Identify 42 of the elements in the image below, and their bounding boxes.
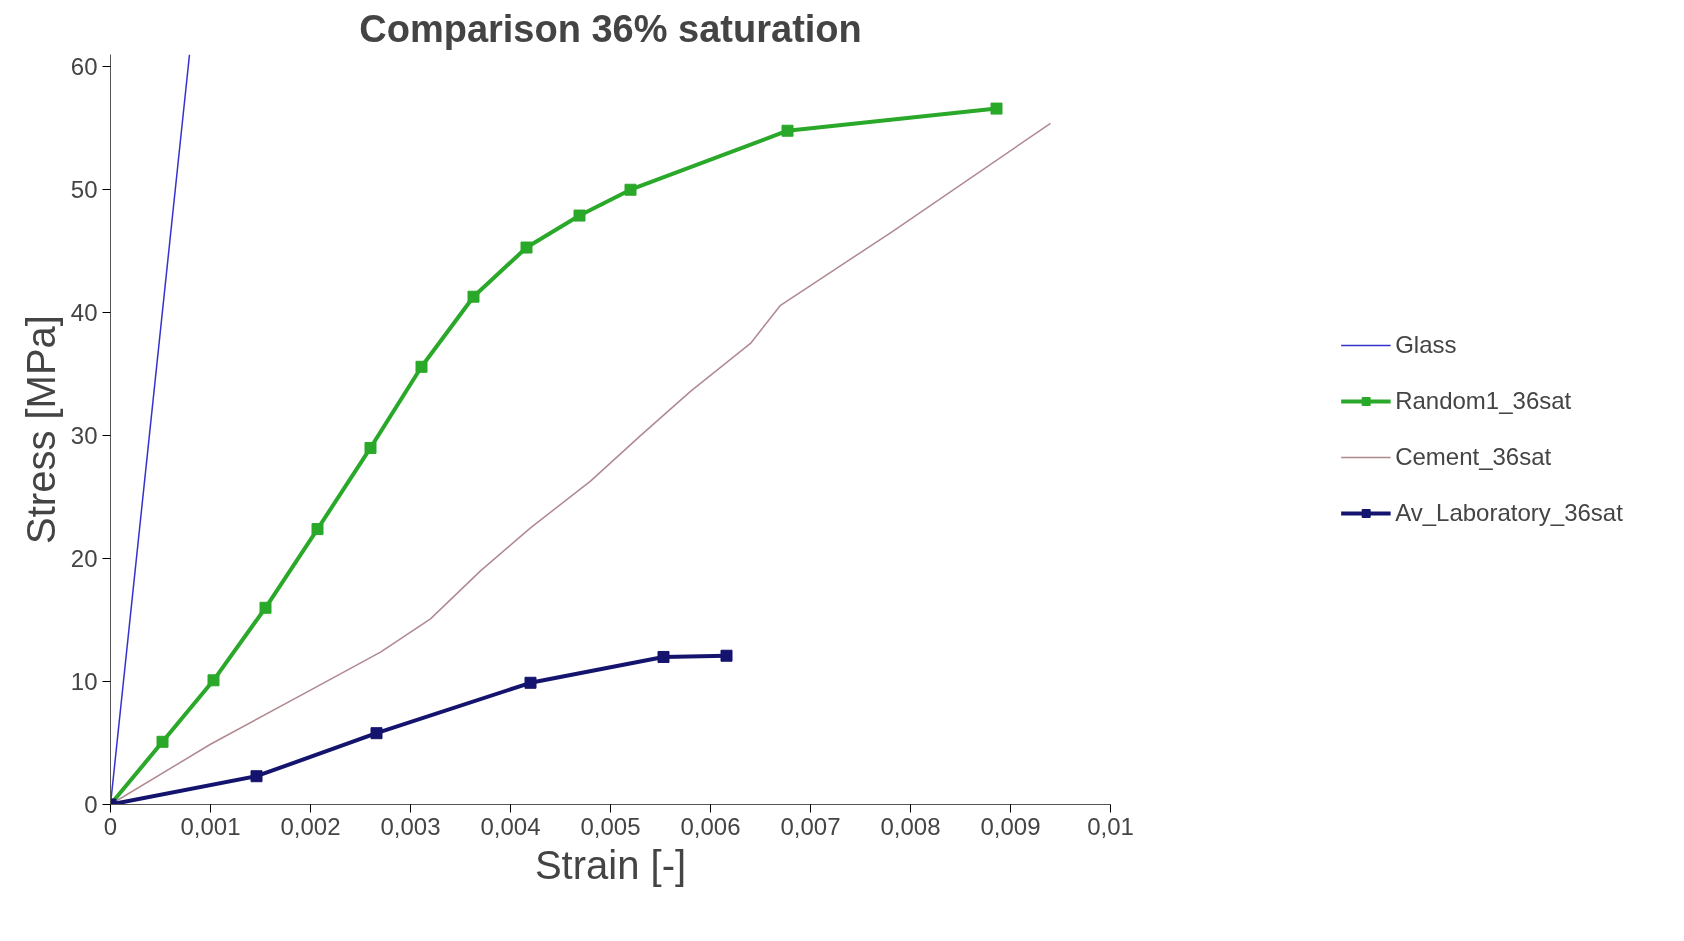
point xyxy=(156,735,169,748)
y-tick-label: 20 xyxy=(70,545,98,573)
point xyxy=(311,523,324,536)
legend-label: Av_Laboratory_36sat xyxy=(1395,499,1623,527)
point xyxy=(259,601,272,614)
x-tick-label: 0,004 xyxy=(480,812,541,840)
point xyxy=(370,727,383,740)
point xyxy=(467,290,480,303)
y-axis-title: Stress [MPa] xyxy=(18,315,63,544)
y-tick-label: 10 xyxy=(70,668,98,696)
point xyxy=(415,360,428,373)
point xyxy=(207,674,220,687)
y-tick-label: 60 xyxy=(70,53,98,81)
x-tick-label: 0,003 xyxy=(380,812,441,840)
legend-label: Glass xyxy=(1395,331,1457,359)
point xyxy=(720,649,733,662)
x-tick-label: 0,01 xyxy=(1087,812,1134,840)
point xyxy=(364,441,377,454)
legend-label: Random1_36sat xyxy=(1395,387,1572,415)
point xyxy=(524,676,537,689)
point xyxy=(990,102,1003,115)
x-tick-label: 0,007 xyxy=(780,812,841,840)
y-tick-label: 0 xyxy=(84,791,98,818)
point xyxy=(520,241,533,254)
point xyxy=(573,209,586,222)
chart-title: Comparison 36% saturation xyxy=(359,7,862,50)
point xyxy=(657,650,670,663)
x-tick-label: 0,008 xyxy=(880,812,941,840)
x-tick-label: 0,005 xyxy=(580,812,641,840)
legend-label: Cement_36sat xyxy=(1395,443,1552,471)
x-tick-label: 0,006 xyxy=(680,812,741,840)
x-tick-label: 0,002 xyxy=(280,812,341,840)
y-tick-label: 50 xyxy=(70,176,98,204)
x-tick-label: 0,001 xyxy=(180,812,241,840)
y-tick-label: 30 xyxy=(70,422,98,450)
x-tick-label: 0 xyxy=(103,812,118,840)
y-tick-label: 40 xyxy=(70,299,98,327)
point xyxy=(781,124,794,137)
point xyxy=(624,183,637,196)
x-axis-title: Strain [-] xyxy=(534,842,687,887)
point xyxy=(250,770,263,783)
x-tick-label: 0,009 xyxy=(980,812,1041,840)
